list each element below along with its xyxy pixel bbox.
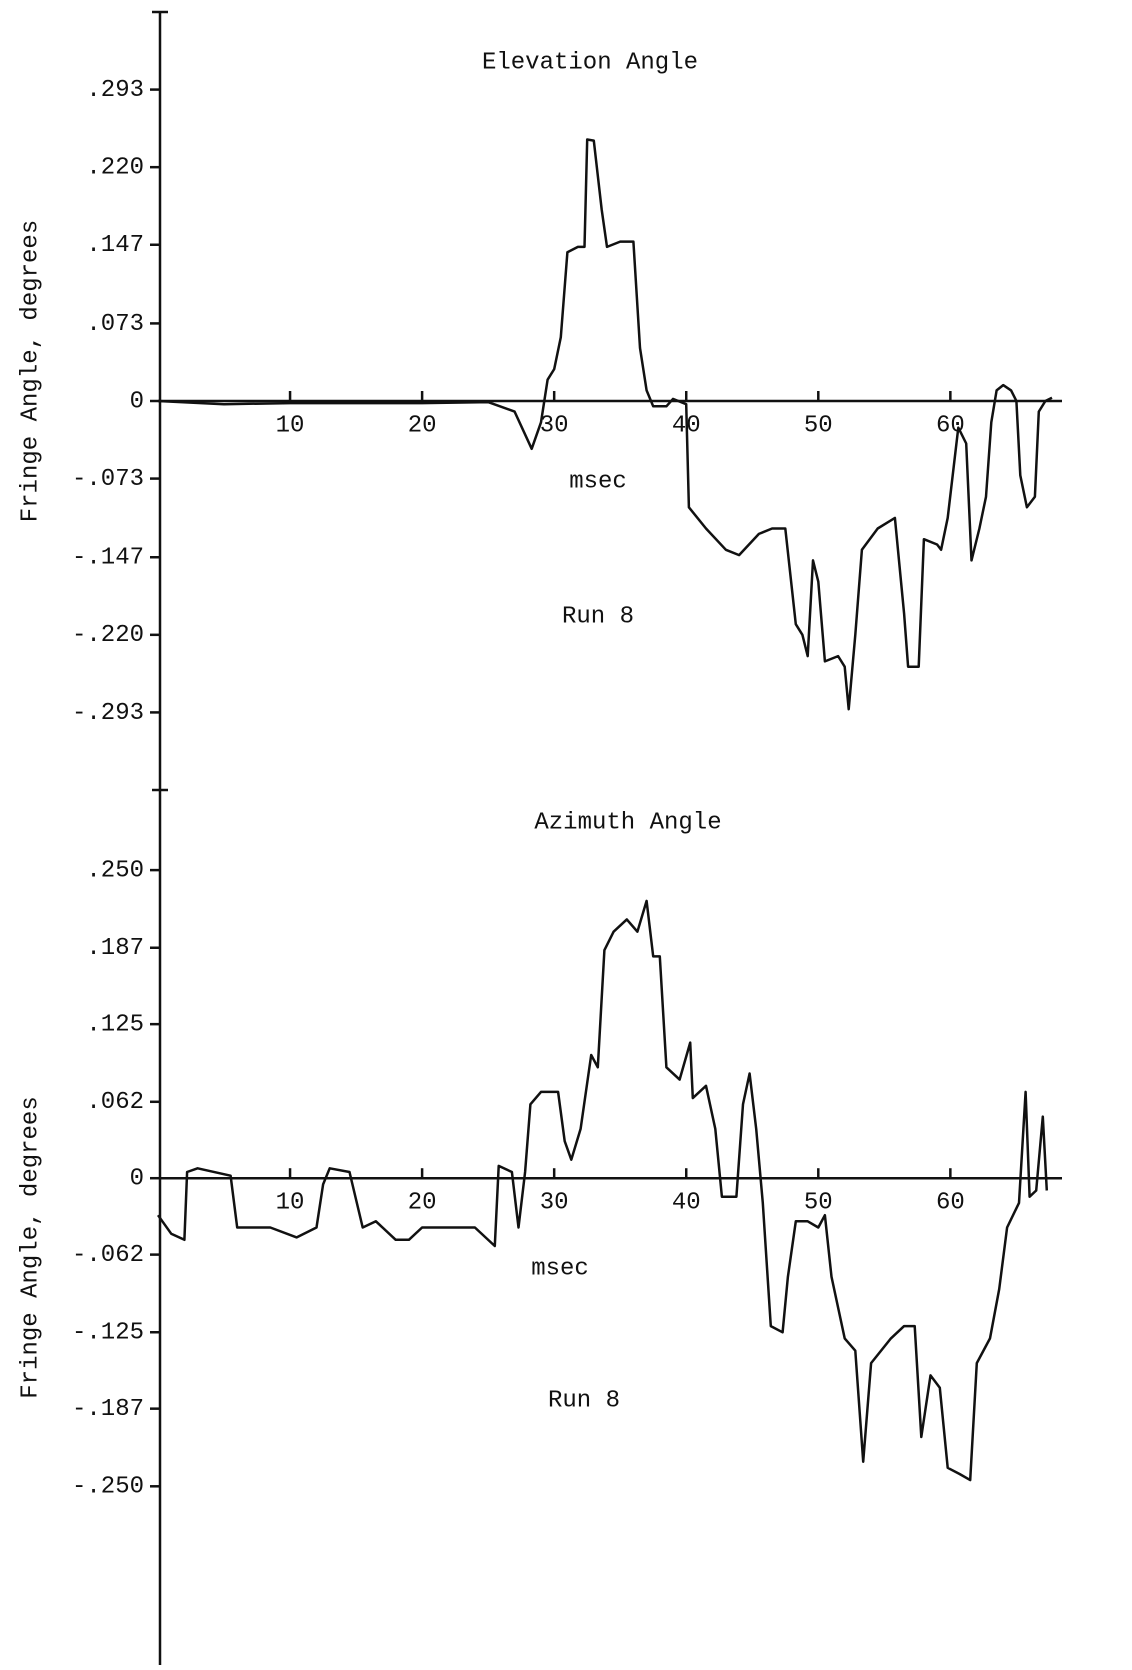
y-tick-label: -.293 <box>72 700 144 727</box>
y-tick-label: -.062 <box>72 1242 144 1269</box>
data-line <box>157 138 1053 711</box>
annotation: Run 8 <box>562 603 634 630</box>
chart-title: Azimuth Angle <box>534 809 721 836</box>
y-tick-label: .062 <box>86 1089 144 1116</box>
y-tick-label: .147 <box>86 232 144 259</box>
y-axis-label: Fringe Angle, degrees <box>17 220 44 522</box>
data-line <box>156 899 1049 1482</box>
chart-title: Elevation Angle <box>482 49 698 76</box>
x-tick-label: 20 <box>408 1190 437 1217</box>
y-tick-label: -.073 <box>72 466 144 493</box>
y-tick-label: -.147 <box>72 545 144 572</box>
y-tick-label: -.125 <box>72 1320 144 1347</box>
y-tick-label: .220 <box>86 155 144 182</box>
y-tick-label: -.250 <box>72 1474 144 1501</box>
y-axis-label: Fringe Angle, degrees <box>17 1096 44 1398</box>
x-tick-label: 60 <box>936 1190 965 1217</box>
x-tick-label: 10 <box>276 1190 305 1217</box>
x-axis-label: msec <box>569 468 627 495</box>
x-axis-label: msec <box>531 1256 589 1283</box>
x-tick-label: 50 <box>804 412 833 439</box>
y-tick-label: 0 <box>130 388 144 415</box>
y-tick-label: .250 <box>86 857 144 884</box>
y-tick-label: -.187 <box>72 1396 144 1423</box>
y-tick-label: -.220 <box>72 622 144 649</box>
y-tick-label: .293 <box>86 77 144 104</box>
x-tick-label: 60 <box>936 412 965 439</box>
y-tick-label: 0 <box>130 1166 144 1193</box>
x-tick-label: 50 <box>804 1190 833 1217</box>
x-tick-label: 20 <box>408 412 437 439</box>
y-tick-label: .125 <box>86 1011 144 1038</box>
x-tick-label: 30 <box>540 412 569 439</box>
x-tick-label: 10 <box>276 412 305 439</box>
y-tick-label: .187 <box>86 935 144 962</box>
x-tick-label: 30 <box>540 1190 569 1217</box>
y-tick-label: .073 <box>86 311 144 338</box>
annotation: Run 8 <box>548 1388 620 1415</box>
x-tick-label: 40 <box>672 1190 701 1217</box>
